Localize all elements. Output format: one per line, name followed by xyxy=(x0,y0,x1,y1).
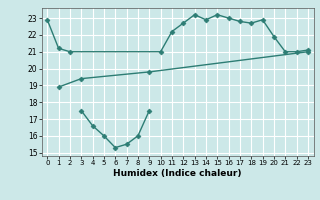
X-axis label: Humidex (Indice chaleur): Humidex (Indice chaleur) xyxy=(113,169,242,178)
